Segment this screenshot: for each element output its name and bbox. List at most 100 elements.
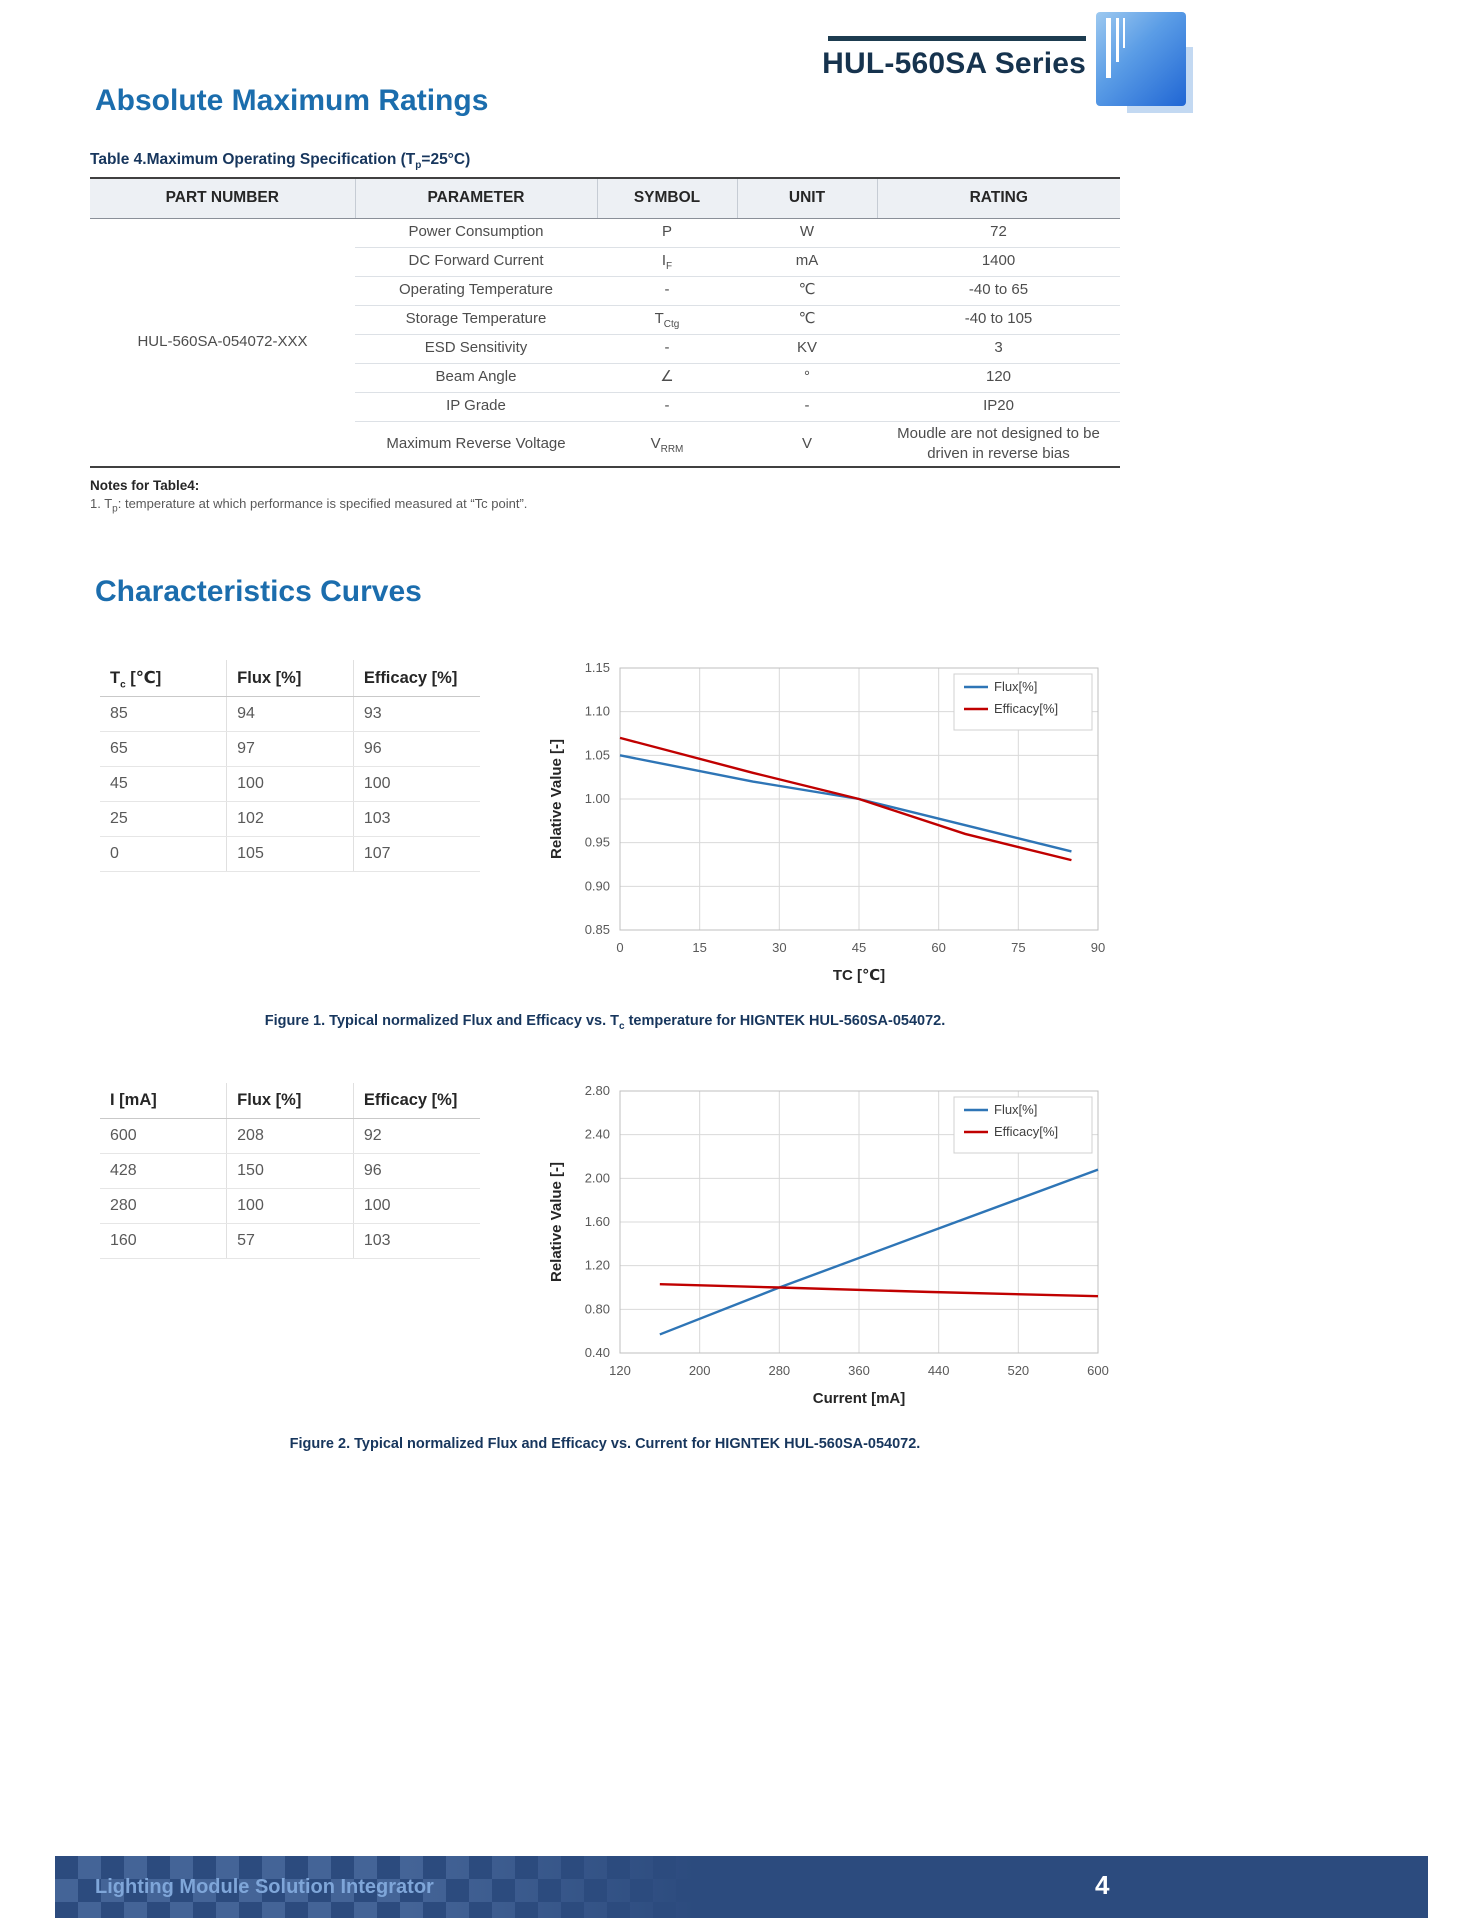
spec-row: Operating Temperature - ℃ -40 to 65 [90, 275, 1120, 305]
unit-cell: - [737, 391, 877, 421]
parameter-cell: ESD Sensitivity [355, 333, 597, 363]
x-tick-label: 120 [609, 1363, 631, 1378]
symbol-cell: TCtg [597, 304, 737, 334]
parameter-cell: DC Forward Current [355, 246, 597, 276]
symbol-cell: - [597, 275, 737, 305]
spec-row: DC Forward Current IF mA 1400 [90, 246, 1120, 276]
x-tick-label: 520 [1007, 1363, 1029, 1378]
heading-characteristics-curves: Characteristics Curves [95, 575, 422, 608]
note-line: 1. Tp: temperature at which performance … [90, 496, 528, 515]
notes-title: Notes for Table4: [90, 478, 200, 493]
symbol-cell: ∠ [597, 362, 737, 392]
x-tick-label: 280 [768, 1363, 790, 1378]
unit-cell: ℃ [737, 275, 877, 305]
x-tick-label: 0 [616, 940, 623, 955]
y-tick-label: 2.40 [585, 1127, 610, 1142]
spec-row: HUL-560SA-054072-XXX Power Consumption P W 7… [90, 218, 1120, 350]
temperature-data-table-wrap: Tc [℃] Flux [%] Efficacy [%] 85 94 93 65 97 96 4… [100, 660, 480, 872]
data-row: 280 100 100 [100, 1188, 480, 1224]
col-header-rating: RATING [876, 177, 1120, 219]
figure1-caption: Figure 1. Typical normalized Flux and Ef… [264, 1013, 946, 1032]
data-row: 25 102 103 [100, 801, 480, 837]
y-tick-label: 1.05 [585, 747, 610, 762]
plot-border [619, 667, 1099, 931]
y-tick-label: 2.80 [585, 1083, 610, 1098]
spec-header-row: PART NUMBER PARAMETER SYMBOL UNIT RATING [90, 177, 1120, 219]
symbol-cell: VRRM [597, 420, 737, 467]
unit-cell: ° [737, 362, 877, 392]
column-header: Flux [%] [226, 1083, 354, 1119]
col-header-part-number: PART NUMBER [90, 177, 355, 219]
logo-stripe [1123, 18, 1125, 48]
data-row: 428 150 96 [100, 1153, 480, 1189]
data-row: 45 100 100 [100, 766, 480, 802]
symbol-cell: - [597, 333, 737, 363]
unit-cell: V [737, 420, 877, 467]
column-header: Efficacy [%] [352, 660, 480, 697]
column-header: Efficacy [%] [352, 1083, 480, 1119]
spec-row: ESD Sensitivity - KV 3 [90, 333, 1120, 363]
data-cell: 208 [226, 1118, 354, 1154]
x-tick-label: 30 [772, 940, 786, 955]
heading-absolute-maximum-ratings: Absolute Maximum Ratings [95, 84, 489, 117]
flux-efficacy-vs-temperature: 0 15 30 45 60 75 90 0.85 0.90 0.95 1.00 1.05 1.10 1.1… [548, 660, 1105, 984]
data-row: 600 208 92 [100, 1118, 480, 1154]
column-header: Tc [℃] [100, 660, 227, 697]
x-tick-label: 60 [931, 940, 945, 955]
x-tick-label: 90 [1091, 940, 1105, 955]
data-cell: 105 [226, 836, 354, 872]
rating-cell: 1400 [877, 246, 1120, 276]
y-tick-label: 1.60 [585, 1214, 610, 1229]
data-cell: 65 [100, 731, 227, 767]
logo-stripe [1116, 18, 1119, 62]
x-tick-label: 45 [852, 940, 866, 955]
column-header: I [mA] [100, 1083, 227, 1119]
x-tick-label: 200 [689, 1363, 711, 1378]
table4-notes: Notes for Table4: 1. Tp: temperature at … [90, 478, 1120, 515]
data-row: 160 57 103 [100, 1223, 480, 1259]
spec-row: IP Grade - - IP20 [90, 391, 1120, 421]
footer-slogan: Lighting Module Solution Integrator [95, 1875, 434, 1898]
legend-label: Efficacy[%] [994, 1124, 1058, 1139]
legend-label: Flux[%] [994, 679, 1037, 694]
figure2-block: I [mA] Flux [%] Efficacy [%] 600 208 92 428 15… [90, 1077, 1483, 1414]
series-title: HUL-560SA Series [822, 47, 1086, 80]
data-row: 0 105 107 [100, 836, 480, 872]
data-cell: 280 [100, 1188, 227, 1224]
current-data-table: I [mA] Flux [%] Efficacy [%] 600 208 92 428 15… [100, 1083, 480, 1259]
mini-header-row: Tc [℃] Flux [%] Efficacy [%] [100, 660, 480, 697]
data-cell: 0 [100, 836, 227, 872]
parameter-cell: IP Grade [355, 391, 597, 421]
data-cell: 160 [100, 1223, 227, 1259]
unit-cell: W [799, 223, 815, 241]
footer-checker-pattern [55, 1856, 695, 1918]
rating-cell: IP20 [877, 391, 1120, 421]
data-cell: 25 [100, 801, 227, 837]
y-tick-label: 1.20 [585, 1258, 610, 1273]
unit-cell: mA [737, 246, 877, 276]
data-cell: 93 [352, 696, 480, 732]
legend-label: Efficacy[%] [994, 701, 1058, 716]
y-tick-label: 0.90 [585, 878, 610, 893]
y-axis-label: Relative Value [-] [548, 1162, 565, 1282]
legend-label: Flux[%] [994, 1102, 1037, 1117]
data-cell: 428 [100, 1153, 227, 1189]
header-accent-bar [828, 36, 1086, 41]
figure1-chart: 0 15 30 45 60 75 90 0.85 0.90 0.95 1.00 1.05 1.10 1.1… [545, 654, 1110, 991]
series-line-Efficacy[%] [619, 736, 1072, 862]
y-tick-label: 0.80 [585, 1301, 610, 1316]
parameter-cell: Power Consumption [408, 223, 544, 241]
mini-header-row: I [mA] Flux [%] Efficacy [%] [100, 1083, 480, 1119]
symbol-cell: P [661, 223, 672, 241]
column-header: Flux [%] [226, 660, 354, 697]
data-cell: 45 [100, 766, 227, 802]
logo-stripe [1106, 18, 1111, 78]
symbol-cell: IF [597, 246, 737, 276]
figure2-chart: 120 200 280 360 440 520 600 0.40 0.80 1.20 1.60 2.0… [545, 1077, 1110, 1414]
series-line-Efficacy[%] [659, 1283, 1099, 1298]
data-row: 85 94 93 [100, 696, 480, 732]
rating-cell: -40 to 105 [877, 304, 1120, 334]
page-footer: Lighting Module Solution Integrator 4 [55, 1856, 1428, 1918]
data-cell: 100 [226, 1188, 354, 1224]
